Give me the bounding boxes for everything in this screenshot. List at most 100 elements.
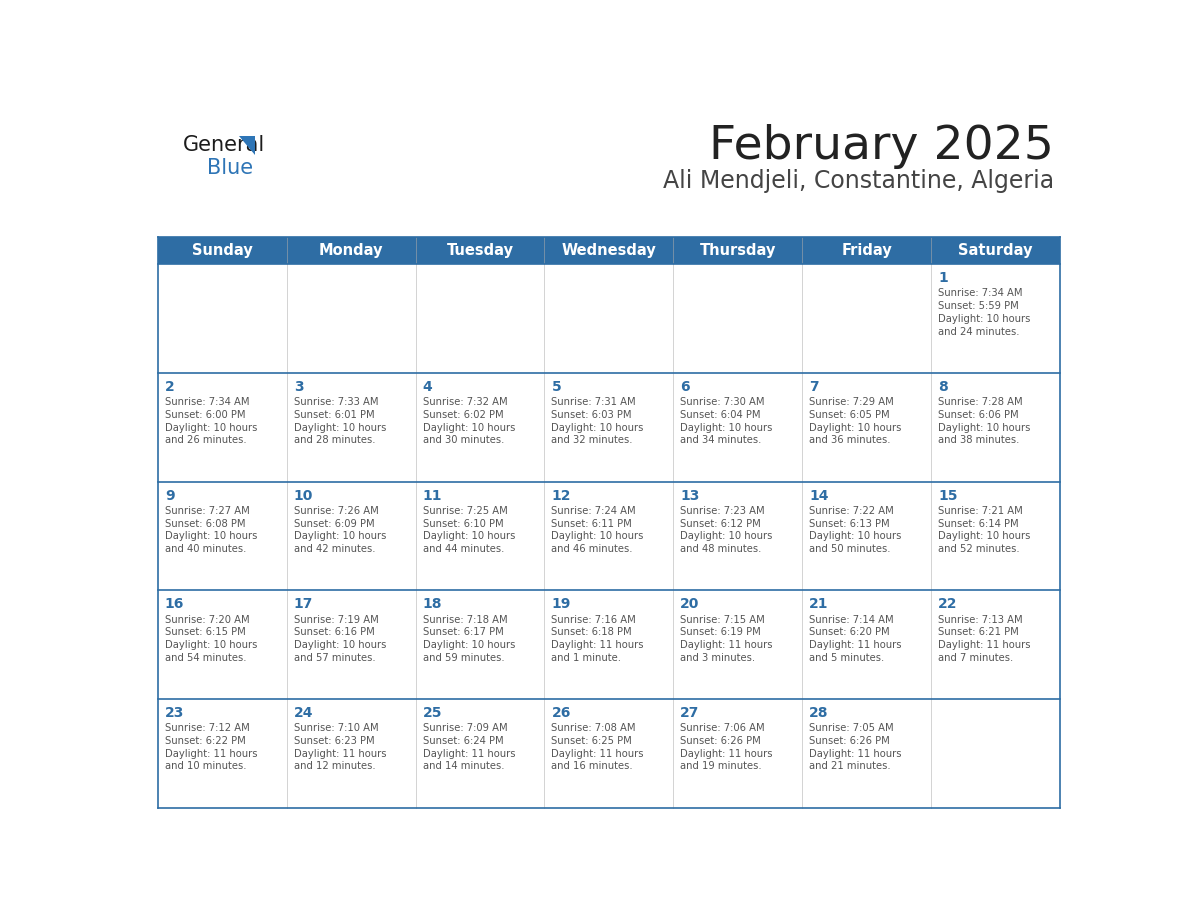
Text: 21: 21 [809, 598, 829, 611]
Text: Daylight: 10 hours: Daylight: 10 hours [423, 532, 514, 542]
Text: Sunrise: 7:14 AM: Sunrise: 7:14 AM [809, 614, 893, 624]
Text: 4: 4 [423, 380, 432, 394]
Text: 16: 16 [165, 598, 184, 611]
Text: Sunset: 6:24 PM: Sunset: 6:24 PM [423, 736, 504, 746]
Bar [158, 699, 1060, 808]
Text: Daylight: 10 hours: Daylight: 10 hours [165, 422, 257, 432]
Text: Sunrise: 7:19 AM: Sunrise: 7:19 AM [293, 614, 379, 624]
Text: and 36 minutes.: and 36 minutes. [809, 435, 891, 445]
Text: Sunrise: 7:12 AM: Sunrise: 7:12 AM [165, 723, 249, 733]
Text: and 26 minutes.: and 26 minutes. [165, 435, 246, 445]
Text: 1: 1 [939, 271, 948, 285]
Text: Daylight: 10 hours: Daylight: 10 hours [551, 422, 644, 432]
Text: Sunset: 6:14 PM: Sunset: 6:14 PM [939, 519, 1018, 529]
Text: Sunrise: 7:33 AM: Sunrise: 7:33 AM [293, 397, 378, 408]
Text: 2: 2 [165, 380, 175, 394]
Text: 10: 10 [293, 488, 312, 502]
Text: Daylight: 10 hours: Daylight: 10 hours [293, 532, 386, 542]
Text: Ali Mendjeli, Constantine, Algeria: Ali Mendjeli, Constantine, Algeria [663, 169, 1054, 193]
Text: 6: 6 [681, 380, 690, 394]
Text: Sunrise: 7:06 AM: Sunrise: 7:06 AM [681, 723, 765, 733]
Bar [158, 237, 1060, 264]
Text: Sunrise: 7:30 AM: Sunrise: 7:30 AM [681, 397, 765, 408]
Text: Daylight: 11 hours: Daylight: 11 hours [423, 749, 516, 758]
Text: 8: 8 [939, 380, 948, 394]
Text: Sunrise: 7:13 AM: Sunrise: 7:13 AM [939, 614, 1023, 624]
Text: Sunrise: 7:29 AM: Sunrise: 7:29 AM [809, 397, 893, 408]
Text: Daylight: 10 hours: Daylight: 10 hours [681, 532, 772, 542]
Text: and 16 minutes.: and 16 minutes. [551, 761, 633, 771]
Text: Sunset: 6:09 PM: Sunset: 6:09 PM [293, 519, 374, 529]
Text: Sunset: 6:16 PM: Sunset: 6:16 PM [293, 627, 374, 637]
Text: Sunset: 6:22 PM: Sunset: 6:22 PM [165, 736, 246, 746]
Text: and 7 minutes.: and 7 minutes. [939, 653, 1013, 663]
Text: Daylight: 10 hours: Daylight: 10 hours [809, 532, 902, 542]
Text: February 2025: February 2025 [709, 124, 1054, 169]
Text: Daylight: 11 hours: Daylight: 11 hours [809, 640, 902, 650]
Text: Daylight: 10 hours: Daylight: 10 hours [423, 422, 514, 432]
Text: and 21 minutes.: and 21 minutes. [809, 761, 891, 771]
Text: Sunset: 6:01 PM: Sunset: 6:01 PM [293, 409, 374, 420]
Text: and 3 minutes.: and 3 minutes. [681, 653, 756, 663]
Text: and 42 minutes.: and 42 minutes. [293, 544, 375, 554]
Text: Sunset: 6:02 PM: Sunset: 6:02 PM [423, 409, 504, 420]
Text: and 59 minutes.: and 59 minutes. [423, 653, 504, 663]
Text: Sunset: 6:13 PM: Sunset: 6:13 PM [809, 519, 890, 529]
Bar [158, 264, 1060, 373]
Text: Sunrise: 7:23 AM: Sunrise: 7:23 AM [681, 506, 765, 516]
Text: Monday: Monday [318, 243, 384, 258]
Text: and 52 minutes.: and 52 minutes. [939, 544, 1019, 554]
Text: Sunrise: 7:34 AM: Sunrise: 7:34 AM [165, 397, 249, 408]
Text: and 44 minutes.: and 44 minutes. [423, 544, 504, 554]
Text: Sunrise: 7:10 AM: Sunrise: 7:10 AM [293, 723, 378, 733]
Text: Daylight: 11 hours: Daylight: 11 hours [293, 749, 386, 758]
Text: Thursday: Thursday [700, 243, 776, 258]
Text: 5: 5 [551, 380, 561, 394]
Text: Sunset: 6:17 PM: Sunset: 6:17 PM [423, 627, 504, 637]
Text: 11: 11 [423, 488, 442, 502]
Text: Sunset: 6:15 PM: Sunset: 6:15 PM [165, 627, 246, 637]
Text: Daylight: 10 hours: Daylight: 10 hours [165, 532, 257, 542]
Text: and 14 minutes.: and 14 minutes. [423, 761, 504, 771]
Text: Daylight: 10 hours: Daylight: 10 hours [939, 422, 1030, 432]
Text: Sunset: 6:19 PM: Sunset: 6:19 PM [681, 627, 762, 637]
Text: Daylight: 11 hours: Daylight: 11 hours [681, 640, 772, 650]
Text: Daylight: 10 hours: Daylight: 10 hours [939, 314, 1030, 324]
Text: Sunset: 6:03 PM: Sunset: 6:03 PM [551, 409, 632, 420]
Text: Sunset: 6:05 PM: Sunset: 6:05 PM [809, 409, 890, 420]
Text: Sunrise: 7:31 AM: Sunrise: 7:31 AM [551, 397, 636, 408]
Text: Sunrise: 7:27 AM: Sunrise: 7:27 AM [165, 506, 249, 516]
Text: Sunrise: 7:18 AM: Sunrise: 7:18 AM [423, 614, 507, 624]
Text: and 40 minutes.: and 40 minutes. [165, 544, 246, 554]
Text: 14: 14 [809, 488, 829, 502]
Text: Sunrise: 7:24 AM: Sunrise: 7:24 AM [551, 506, 636, 516]
Text: Sunrise: 7:21 AM: Sunrise: 7:21 AM [939, 506, 1023, 516]
Text: Daylight: 10 hours: Daylight: 10 hours [293, 640, 386, 650]
Text: Daylight: 11 hours: Daylight: 11 hours [681, 749, 772, 758]
Text: 3: 3 [293, 380, 303, 394]
Text: 25: 25 [423, 706, 442, 720]
Text: Daylight: 10 hours: Daylight: 10 hours [551, 532, 644, 542]
Text: and 12 minutes.: and 12 minutes. [293, 761, 375, 771]
Text: 15: 15 [939, 488, 958, 502]
Text: and 50 minutes.: and 50 minutes. [809, 544, 891, 554]
Text: and 57 minutes.: and 57 minutes. [293, 653, 375, 663]
Text: Tuesday: Tuesday [447, 243, 513, 258]
Text: Sunrise: 7:28 AM: Sunrise: 7:28 AM [939, 397, 1023, 408]
Text: Sunset: 6:12 PM: Sunset: 6:12 PM [681, 519, 762, 529]
Text: 17: 17 [293, 598, 312, 611]
Text: 13: 13 [681, 488, 700, 502]
Text: 26: 26 [551, 706, 570, 720]
Text: Sunrise: 7:32 AM: Sunrise: 7:32 AM [423, 397, 507, 408]
Text: Daylight: 10 hours: Daylight: 10 hours [939, 532, 1030, 542]
Text: Sunset: 6:10 PM: Sunset: 6:10 PM [423, 519, 504, 529]
Text: and 28 minutes.: and 28 minutes. [293, 435, 375, 445]
Text: Daylight: 11 hours: Daylight: 11 hours [551, 749, 644, 758]
Text: Daylight: 11 hours: Daylight: 11 hours [809, 749, 902, 758]
Text: Sunset: 6:11 PM: Sunset: 6:11 PM [551, 519, 632, 529]
Text: Daylight: 11 hours: Daylight: 11 hours [165, 749, 258, 758]
Text: and 30 minutes.: and 30 minutes. [423, 435, 504, 445]
Text: Blue: Blue [207, 158, 253, 178]
Text: 22: 22 [939, 598, 958, 611]
Text: Daylight: 11 hours: Daylight: 11 hours [551, 640, 644, 650]
